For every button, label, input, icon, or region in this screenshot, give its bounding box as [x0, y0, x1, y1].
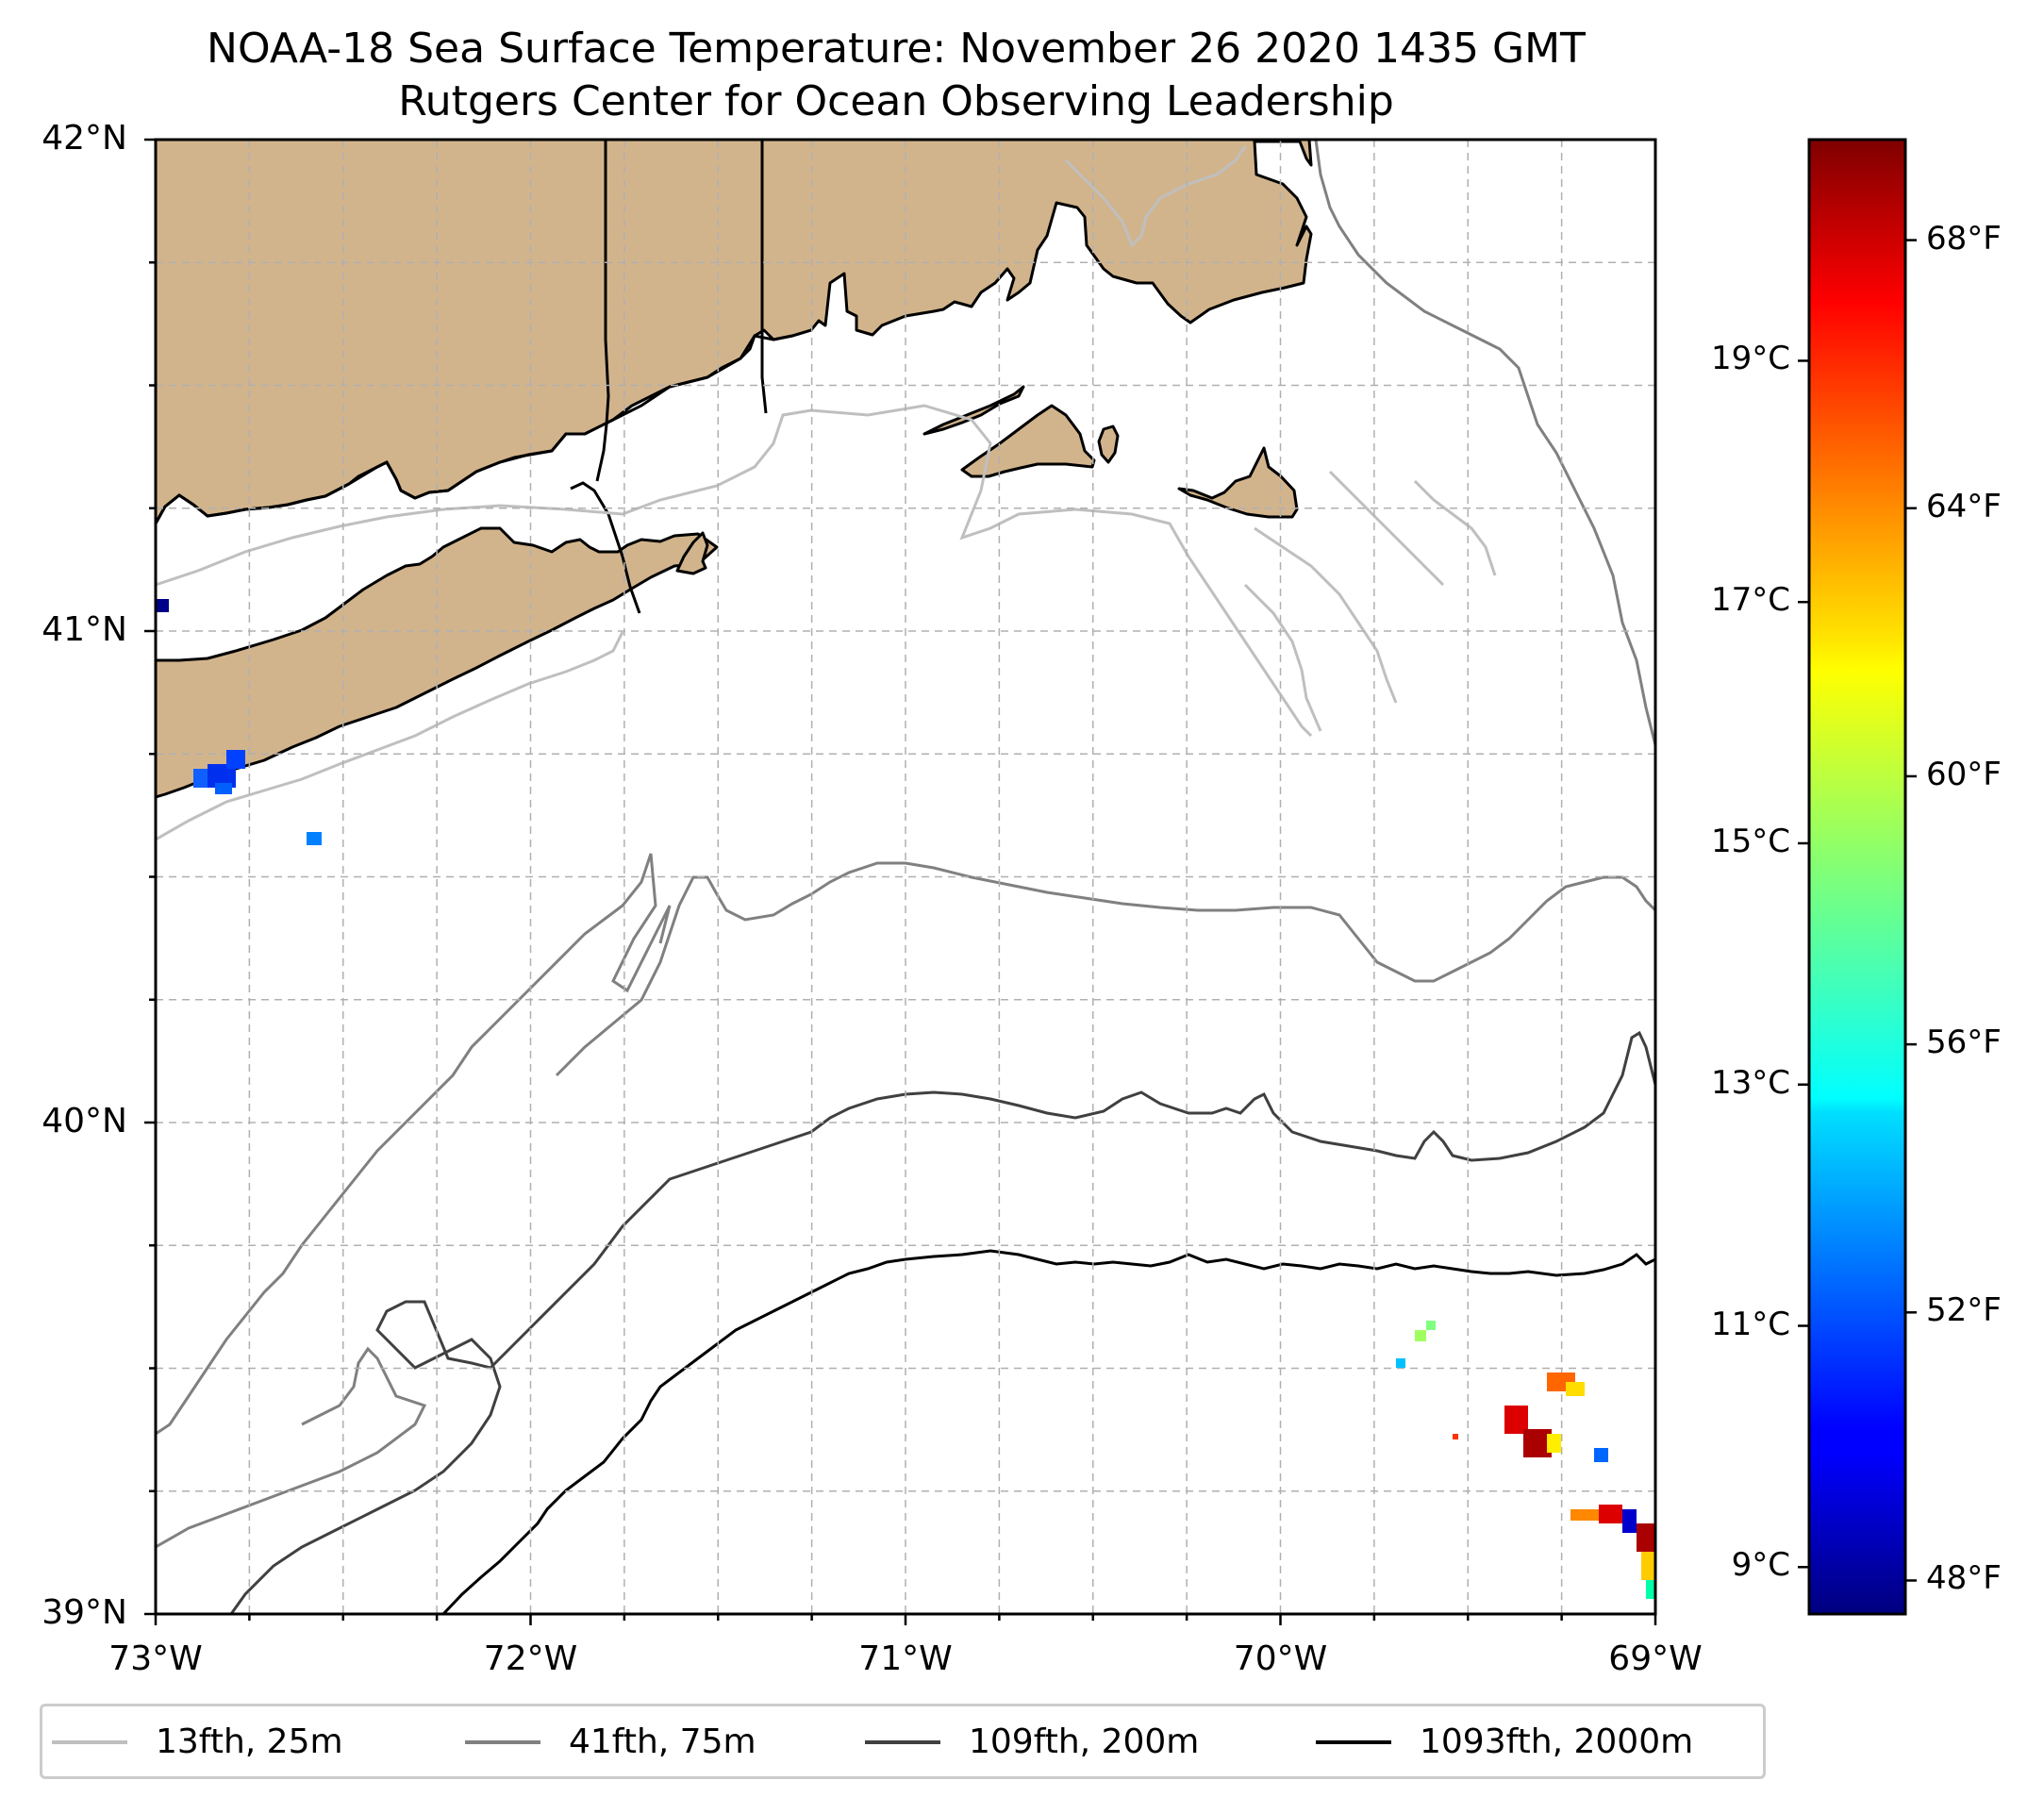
lon-tick-label: 72°W [483, 1639, 578, 1678]
colorbar-label-c: 17°C [1710, 581, 1790, 620]
colorbar-gradient [1807, 138, 1907, 1616]
lat-tick-label: 40°N [42, 1102, 127, 1140]
colorbar-label-c: 9°C [1731, 1546, 1790, 1585]
colorbar-label-f: 48°F [1926, 1559, 2002, 1598]
legend-swatch [1316, 1740, 1391, 1744]
title-line-2: Rutgers Center for Ocean Observing Leade… [398, 77, 1394, 125]
colorbar-label-f: 64°F [1926, 487, 2002, 525]
lat-tick-label: 39°N [42, 1593, 127, 1632]
land [156, 140, 1313, 799]
axis-ticks [144, 138, 1657, 1625]
long-island [156, 526, 719, 799]
colorbar-ticks [1798, 239, 1917, 1582]
lon-tick-label: 73°W [108, 1639, 203, 1678]
coastline-shore [156, 328, 812, 524]
colorbar-label-f: 56°F [1926, 1023, 2002, 1062]
block-island [675, 531, 709, 575]
colorbar-label-f: 52°F [1926, 1291, 2002, 1330]
lat-tick-label: 41°N [42, 610, 127, 649]
colorbar-label-f: 60°F [1926, 755, 2002, 793]
contour-75m [156, 140, 1655, 1549]
lat-tick-label: 42°N [42, 119, 127, 158]
colorbar-label-f: 68°F [1926, 219, 2002, 258]
title-line-1: NOAA-18 Sea Surface Temperature: Novembe… [207, 25, 1586, 73]
colorbar-label-c: 19°C [1710, 340, 1790, 378]
legend-label: 41fth, 75m [569, 1722, 756, 1761]
lon-tick-label: 70°W [1233, 1639, 1328, 1678]
contour-2000m [441, 1249, 1655, 1614]
colorbar-label-c: 13°C [1710, 1063, 1790, 1102]
colorbar-label-c: 11°C [1710, 1305, 1790, 1343]
bathymetry-legend: 13fth, 25m 41fth, 75m 109fth, 200m 1093f… [40, 1704, 1766, 1779]
legend-swatch [465, 1740, 540, 1744]
lon-tick-label: 71°W [858, 1639, 953, 1678]
marthas-vineyard [960, 404, 1096, 478]
legend-label: 1093fth, 2000m [1420, 1722, 1694, 1761]
legend-label: 13fth, 25m [156, 1722, 343, 1761]
legend-swatch [865, 1740, 940, 1744]
colorbar-label-c: 15°C [1710, 822, 1790, 860]
lon-tick-label: 69°W [1608, 1639, 1703, 1678]
legend-swatch [52, 1740, 127, 1744]
graticule [156, 140, 1655, 1614]
legend-label: 109fth, 200m [969, 1722, 1200, 1761]
chappaquiddick [1097, 424, 1120, 464]
sst-pixels [156, 599, 1655, 1599]
contour-25m [156, 145, 1497, 841]
